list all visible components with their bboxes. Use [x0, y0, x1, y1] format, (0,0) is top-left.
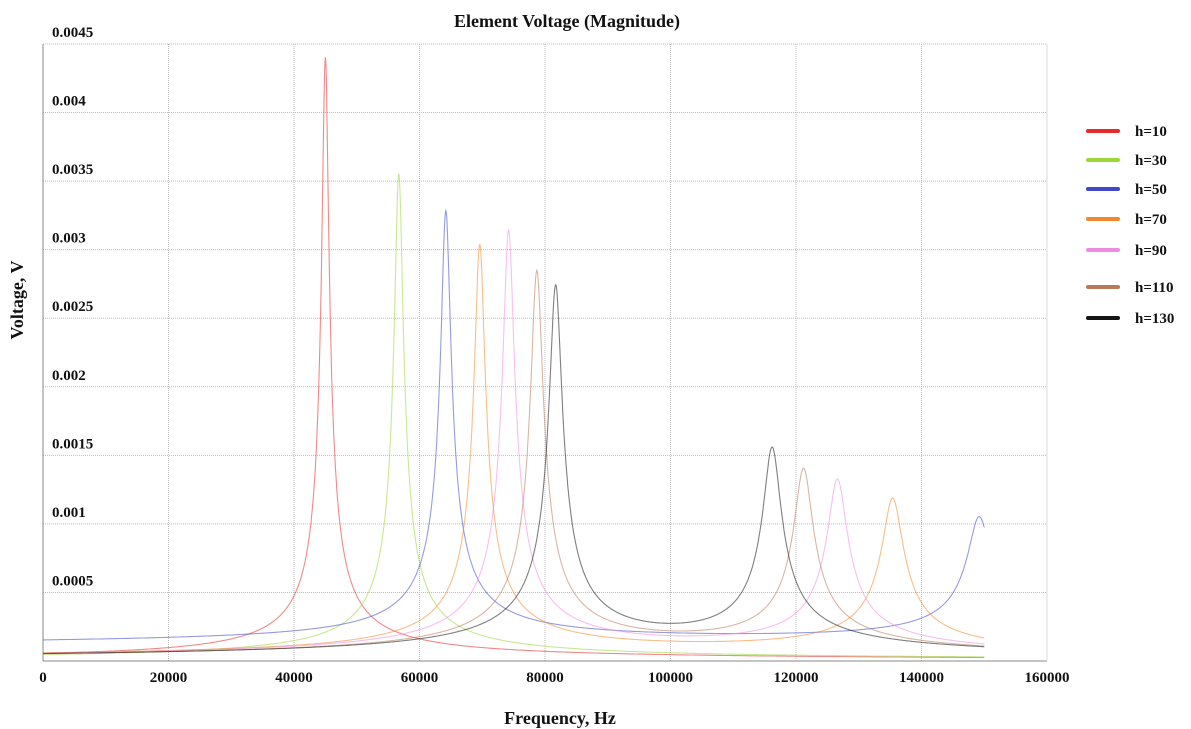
- series-line-h=50: [43, 208, 985, 641]
- legend-label: h=110: [1135, 280, 1174, 296]
- legend-label: h=30: [1135, 153, 1167, 169]
- series-line-h=70: [43, 243, 985, 654]
- y-tick-label: 0.0045: [52, 25, 93, 41]
- y-tick-label: 0.0035: [52, 162, 93, 178]
- x-tick-label: 0: [39, 670, 47, 686]
- legend-label: h=130: [1135, 311, 1174, 327]
- y-tick-label: 0.004: [52, 94, 86, 110]
- y-axis-label: Voltage, V: [7, 260, 27, 339]
- y-tick-label: 0.001: [52, 505, 86, 521]
- series-layer: [43, 57, 985, 659]
- y-tick-labels: 0.0005 0.001 0.0015 0.002 0.0025 0.003 0.0035 0…: [52, 25, 93, 589]
- axes: [42, 44, 1048, 662]
- x-tick-label: 140000: [899, 670, 944, 686]
- x-tick-label: 100000: [648, 670, 693, 686]
- x-tick-label: 40000: [275, 670, 313, 686]
- legend: h=10 h=30 h=50 h=70 h=90 h=110 h=130: [1086, 124, 1174, 327]
- x-tick-label: 120000: [774, 670, 819, 686]
- series-line-h=30: [43, 173, 985, 658]
- grid: [43, 43, 1048, 661]
- y-tick-label: 0.002: [52, 368, 86, 384]
- series-line-h=90: [43, 228, 985, 654]
- series-line-h=130: [43, 283, 985, 655]
- x-tick-labels: 0 20000 40000 60000 80000 100000 120000 140000 1…: [39, 670, 1069, 686]
- x-tick-label: 60000: [401, 670, 439, 686]
- chart-title: Element Voltage (Magnitude): [454, 11, 680, 32]
- y-tick-label: 0.0025: [52, 299, 93, 315]
- y-tick-label: 0.0015: [52, 436, 93, 452]
- x-tick-label: 80000: [526, 670, 564, 686]
- legend-label: h=70: [1135, 212, 1167, 228]
- legend-label: h=10: [1135, 124, 1167, 140]
- series-line-h=10: [43, 57, 985, 659]
- y-tick-label: 0.0005: [52, 573, 93, 589]
- x-tick-label: 20000: [150, 670, 188, 686]
- x-axis-label: Frequency, Hz: [504, 708, 616, 728]
- legend-label: h=50: [1135, 182, 1167, 198]
- legend-label: h=90: [1135, 243, 1167, 259]
- x-tick-label: 160000: [1025, 670, 1070, 686]
- y-tick-label: 0.003: [52, 231, 86, 247]
